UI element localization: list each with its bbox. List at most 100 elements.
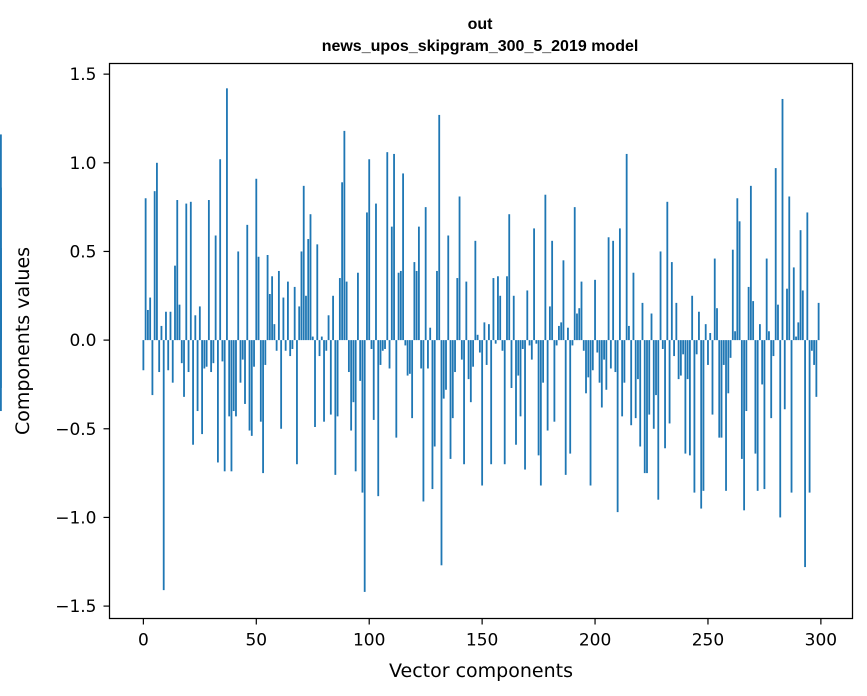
bar-107	[384, 340, 386, 349]
bar-72	[305, 295, 307, 341]
bar-157	[497, 276, 499, 341]
bar-21	[189, 201, 192, 341]
bar-4	[151, 340, 154, 396]
bar-154	[490, 340, 493, 465]
bar-217	[632, 272, 635, 341]
bar-undefined	[0, 187, 2, 341]
bar-51	[257, 256, 260, 341]
bar-285	[786, 288, 788, 341]
bar-108	[386, 152, 389, 341]
bar-57	[271, 276, 274, 341]
chart-title: out	[468, 16, 494, 33]
bar-17	[180, 340, 183, 364]
bar-279	[772, 340, 775, 357]
bar-12	[169, 311, 172, 341]
bar-251	[709, 333, 712, 341]
bar-32	[214, 235, 217, 341]
bar-293	[804, 340, 806, 568]
bar-126	[427, 340, 429, 369]
bar-173	[533, 228, 535, 341]
bar-122	[417, 226, 420, 341]
bar-264	[738, 221, 741, 341]
bar-259	[727, 340, 730, 394]
bar-11	[167, 340, 170, 371]
bar-31	[212, 340, 215, 364]
bar-269	[749, 185, 752, 341]
bar-124	[422, 340, 425, 502]
bar-238	[679, 340, 682, 376]
bar-65	[289, 340, 292, 357]
bar-284	[783, 340, 786, 410]
bar-15	[176, 200, 179, 341]
bar-92	[350, 340, 353, 431]
bar-145	[469, 340, 472, 403]
bar-74	[309, 214, 312, 341]
y-tick-label: 1.5	[69, 65, 96, 85]
bar-178	[544, 194, 547, 341]
bar-141	[460, 340, 463, 360]
bar-90	[345, 281, 348, 341]
bar-260	[729, 340, 732, 358]
bar-103	[375, 203, 377, 341]
bar-247	[700, 340, 703, 509]
bar-189	[569, 340, 572, 454]
bar-100	[368, 159, 371, 341]
bar-59	[275, 340, 278, 351]
bar-101	[370, 340, 373, 349]
bar-257	[722, 340, 725, 365]
y-axis-ticks: −1.5 −1.0 −0.5 0.0 0.5 1.0 1.5	[55, 65, 110, 617]
bar-111	[393, 153, 395, 341]
bar-114	[399, 270, 402, 341]
bar-113	[397, 272, 400, 341]
bar-164	[512, 295, 515, 341]
bar-60	[277, 270, 280, 341]
bar-270	[752, 301, 755, 341]
bar-115	[402, 173, 404, 341]
bar-263	[736, 198, 739, 341]
bar-239	[682, 340, 685, 355]
bar-109	[388, 340, 391, 369]
bar-280	[774, 168, 777, 341]
bar-3	[149, 297, 152, 341]
bar-8	[160, 325, 163, 341]
bar-136	[449, 340, 452, 459]
bar-286	[788, 196, 791, 341]
bar-243	[691, 295, 694, 341]
bar-86	[336, 340, 339, 417]
bar-183	[555, 340, 558, 346]
bar-283	[781, 98, 784, 341]
bar-274	[761, 340, 764, 385]
bar-148	[476, 334, 479, 341]
bar-218	[634, 340, 637, 419]
bar-34	[219, 159, 222, 341]
bar-276	[765, 258, 768, 341]
bar-132	[440, 340, 443, 566]
bar-245	[695, 340, 698, 355]
bar-234	[670, 262, 673, 341]
bar-58	[273, 324, 276, 341]
bar-228	[657, 340, 660, 500]
bar-161	[506, 276, 508, 341]
bar-241	[686, 340, 689, 380]
bar-208	[612, 240, 615, 341]
bar-39	[230, 340, 233, 472]
y-tick-label: 0.0	[69, 331, 96, 351]
bar-47	[248, 340, 251, 431]
x-tick-label: 150	[466, 631, 498, 651]
bar-66	[291, 340, 294, 349]
bar-149	[478, 340, 481, 353]
bar-135	[447, 235, 450, 341]
bar-197	[587, 340, 590, 378]
bar-40	[232, 340, 235, 412]
bar-143	[465, 281, 468, 341]
bar-46	[246, 224, 249, 341]
bar-134	[445, 340, 447, 390]
bar-7	[158, 340, 161, 373]
bar-216	[630, 340, 633, 426]
bar-94	[354, 340, 357, 472]
bar-44	[241, 340, 244, 360]
x-tick-label: 0	[138, 631, 149, 651]
x-axis-ticks: 0 50 100 150 200 250 300	[138, 618, 837, 651]
bar-295	[808, 340, 811, 493]
